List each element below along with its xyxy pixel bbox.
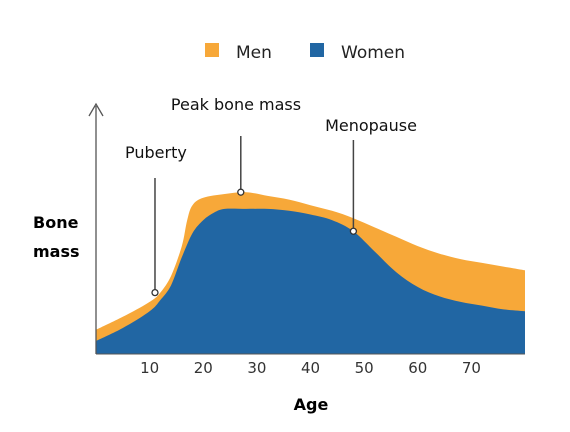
x-tick-label: 20 <box>194 359 213 377</box>
y-axis-label-line-2: mass <box>33 242 80 261</box>
x-tick-label: 10 <box>140 359 159 377</box>
legend-label-men: Men <box>236 43 272 63</box>
x-tick-label: 30 <box>247 359 266 377</box>
annotation-puberty: Puberty <box>125 143 187 162</box>
x-tick-label: 50 <box>355 359 374 377</box>
annotation-marker-menopause <box>349 227 358 235</box>
y-axis-arrow <box>88 102 104 117</box>
plot-area <box>96 192 525 354</box>
y-axis-label-line-1: Bone <box>33 213 79 232</box>
x-tick-label: 40 <box>301 359 320 377</box>
x-axis-label: Age <box>294 395 329 414</box>
x-tick-labels: 10 20 30 40 50 60 70 <box>140 359 481 377</box>
annotation-menopause: Menopause <box>325 116 417 135</box>
axis-labels: Bone mass Age <box>33 213 328 414</box>
legend-swatch-women <box>310 43 324 57</box>
annotations: Puberty Peak bone mass Menopause <box>125 95 417 297</box>
annotation-marker-peak-bone-mass <box>237 188 245 196</box>
axes <box>88 102 525 355</box>
legend-label-women: Women <box>341 43 405 63</box>
annotation-marker-puberty <box>151 288 159 297</box>
x-tick-label: 70 <box>462 359 481 377</box>
legend: Men Women <box>205 43 405 63</box>
annotation-peak-bone-mass: Peak bone mass <box>171 95 301 114</box>
x-tick-label: 60 <box>408 359 427 377</box>
series-area-women <box>96 208 525 354</box>
legend-swatch-men <box>205 43 219 57</box>
